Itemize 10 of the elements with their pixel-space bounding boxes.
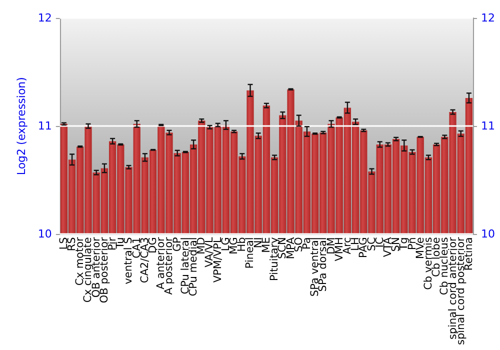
x-tick-label: OB posterior (98, 236, 110, 304)
x-tick-label: Retina (462, 237, 475, 271)
y-axis-title: Log2 (expression) (15, 77, 28, 176)
y2-tick-label: 10 (481, 228, 496, 241)
y2-tick-label: 12 (481, 12, 496, 24)
y-tick-label: 11 (38, 120, 52, 133)
y-tick-label: 12 (38, 12, 52, 24)
x-tick-label: Pituitary (268, 237, 281, 281)
y2-tick-label: 11 (481, 120, 496, 133)
y-tick-label: 10 (38, 228, 52, 241)
